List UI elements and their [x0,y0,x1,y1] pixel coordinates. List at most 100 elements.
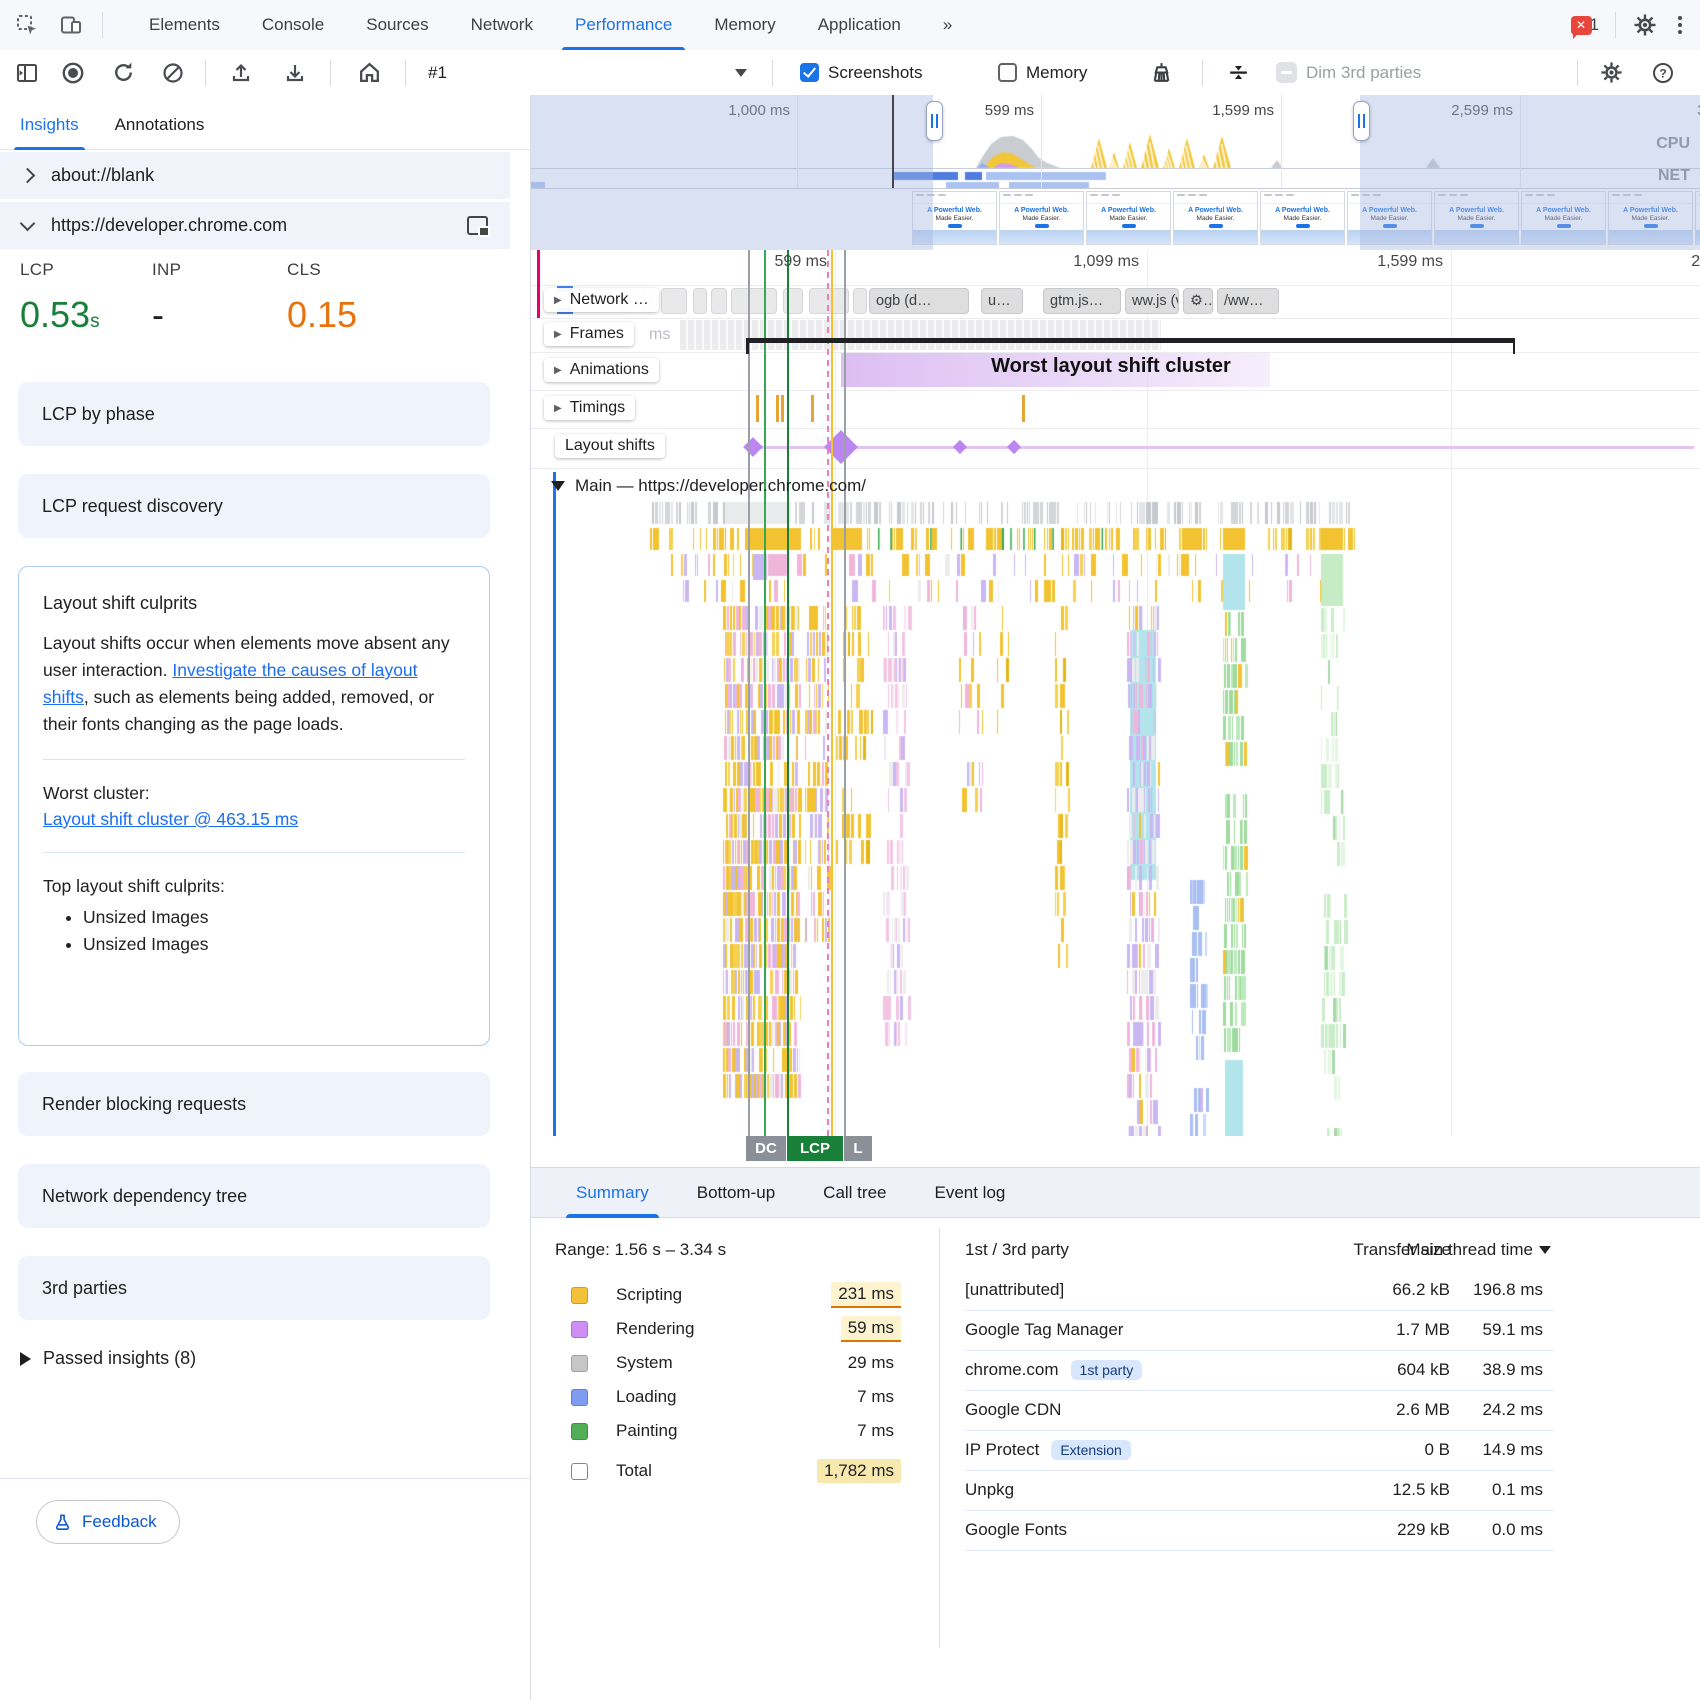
layout-shift-cluster-bar[interactable] [841,353,1270,387]
timing-mark[interactable] [781,395,784,422]
insight-card-1[interactable]: Network dependency tree [18,1164,490,1228]
network-request-chip[interactable]: ⚙… [1183,288,1213,314]
worst-cluster-link[interactable]: Layout shift cluster @ 463.15 ms [43,808,299,829]
party-row-2[interactable]: chrome.com 1st party 604 kB 38.9 ms [965,1350,1553,1391]
insight-card-2[interactable]: 3rd parties [18,1256,490,1320]
marker-badge-l[interactable]: L [844,1136,872,1161]
network-request-chip[interactable] [711,288,727,314]
investigate-link[interactable]: Investigate the causes of layout shifts [43,660,418,708]
timing-mark[interactable] [1022,395,1025,422]
panel-settings-gear-icon[interactable] [1598,60,1624,86]
toggle-sidebar-icon[interactable] [14,60,40,86]
error-indicator[interactable]: ✕ 1 [1570,15,1599,39]
timing-mark[interactable] [811,395,814,422]
tab-console[interactable]: Console [261,15,325,34]
insight-card-0[interactable]: Render blocking requests [18,1072,490,1136]
sidebar-tab-insights[interactable]: Insights [14,100,85,150]
filmstrip-screenshot[interactable]: A Powerful Web.Made Easier. [1086,191,1171,245]
capture-region-icon[interactable] [467,216,490,237]
filmstrip-screenshot[interactable]: A Powerful Web.Made Easier. [1608,191,1693,245]
layout-shifts-track-label[interactable]: Layout shifts [555,434,665,458]
network-request-chip[interactable] [853,288,867,314]
network-request-chip[interactable]: gtm.js… [1043,288,1121,314]
layout-shift-culprits-card[interactable]: Layout shift culprits Layout shifts occu… [18,566,490,1046]
party-row-4[interactable]: IP Protect Extension 0 B 14.9 ms [965,1430,1553,1471]
timings-track-label[interactable]: ▶ Timings [544,396,636,420]
filmstrip-screenshot[interactable]: A Powerful Web.Made Easier. [1173,191,1258,245]
filmstrip-screenshot[interactable]: A Powerful Web.Made Easier. [1260,191,1345,245]
network-request-chip[interactable]: ogb (d… [869,288,969,314]
filmstrip-screenshot[interactable]: A Powerful Web.Made Easier. [1347,191,1432,245]
clear-button[interactable] [160,60,186,86]
session-select-arrow-icon[interactable] [735,68,747,77]
network-request-chip[interactable]: ww.js (v… [1125,288,1179,314]
network-request-chip[interactable] [809,288,849,314]
animations-track-label[interactable]: ▶ Animations [544,358,659,382]
network-request-chip[interactable] [661,288,687,314]
feedback-button[interactable]: Feedback [36,1500,180,1544]
tab-elements[interactable]: Elements [149,15,220,34]
party-row-3[interactable]: Google CDN 2.6 MB 24.2 ms [965,1390,1553,1431]
tab-[interactable]: » [942,15,953,34]
network-request-chip[interactable]: u… [981,288,1023,314]
details-tab-summary[interactable]: Summary [566,1168,659,1218]
party-row-0[interactable]: [unattributed] 66.2 kB 196.8 ms [965,1270,1553,1311]
marker-badge-dc[interactable]: DC [746,1136,786,1161]
insight-card-0[interactable]: LCP by phase [18,382,490,446]
dim-3rd-parties-toggle[interactable]: Dim 3rd parties [1276,50,1421,95]
network-request-chip[interactable]: /ww… [1217,288,1279,314]
record-button[interactable] [60,60,86,86]
inspect-element-icon[interactable] [14,12,40,38]
timeline-minimap[interactable]: CPU NET A Powerful Web. Made Easier. A Pow… [531,95,1700,250]
column-header-size[interactable]: Transfer size [1353,1240,1451,1259]
passed-insights-toggle[interactable]: Passed insights (8) [20,1348,196,1369]
url-row-0[interactable]: about://blank [0,152,510,199]
window-handle-left[interactable] [926,101,943,141]
session-select-label[interactable]: #1 [428,62,447,82]
party-row-6[interactable]: Google Fonts 229 kB 0.0 ms [965,1510,1553,1551]
details-tab-event-log[interactable]: Event log [934,1182,1006,1202]
url-row-1[interactable]: https://developer.chrome.com [0,202,510,249]
network-request-chip[interactable] [783,288,803,314]
collapse-expander-icon[interactable] [551,481,565,491]
filmstrip-screenshot[interactable]: A Powerful Web.Made Easier. [999,191,1084,245]
collapse-tracks-icon[interactable] [1225,60,1251,86]
timing-mark[interactable] [756,395,759,422]
sidebar-tab-annotations[interactable]: Annotations [114,114,205,134]
tab-network[interactable]: Network [470,15,533,34]
layout-shift-diamond[interactable] [952,439,968,455]
filmstrip-screenshot[interactable]: A Powerful Web.Made Easier. [1434,191,1519,245]
more-options-kebab-icon[interactable] [1674,12,1686,38]
layout-shift-diamond[interactable] [743,437,763,457]
network-request-chip[interactable] [731,288,777,314]
filmstrip-screenshot[interactable]: A Powerful Web.Made Easier. [912,191,997,245]
layout-shift-diamond[interactable] [824,430,858,464]
column-header-time[interactable]: Main thread time [1361,1240,1551,1260]
main-thread-track-header[interactable]: Main — https://developer.chrome.com/ [531,472,1700,500]
filmstrip-screenshot[interactable]: A Powerful Web.Made Easier. [1521,191,1606,245]
party-row-5[interactable]: Unpkg 12.5 kB 0.1 ms [965,1470,1553,1511]
network-request-chip[interactable] [693,288,707,314]
load-profile-icon[interactable] [228,60,254,86]
timing-mark[interactable] [776,395,779,422]
home-icon[interactable] [356,60,382,86]
window-handle-right[interactable] [1353,101,1370,141]
party-row-1[interactable]: Google Tag Manager 1.7 MB 59.1 ms [965,1310,1553,1351]
insight-card-1[interactable]: LCP request discovery [18,474,490,538]
details-tab-call-tree[interactable]: Call tree [823,1182,887,1202]
memory-checkbox[interactable]: Memory [998,50,1087,95]
reload-and-record-button[interactable] [110,60,136,86]
frames-band[interactable] [680,320,1161,350]
settings-gear-icon[interactable] [1632,12,1658,38]
save-profile-icon[interactable] [282,60,308,86]
frames-track-label[interactable]: ▶ Frames [544,322,634,346]
column-header-party[interactable]: 1st / 3rd party [965,1240,1069,1259]
dim-toggle-icon[interactable] [1276,62,1297,83]
layout-shift-diamond[interactable] [1006,439,1022,455]
tab-application[interactable]: Application [817,15,901,34]
device-toolbar-icon[interactable] [58,12,84,38]
marker-badge-lcp[interactable]: LCP [787,1136,843,1161]
memory-checkbox-box[interactable] [998,63,1017,82]
screenshots-checkbox[interactable]: Screenshots [800,50,923,95]
garbage-collect-icon[interactable] [1148,60,1174,86]
